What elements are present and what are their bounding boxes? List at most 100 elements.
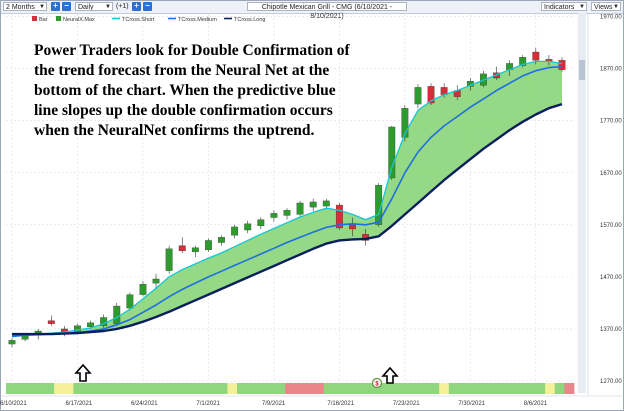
candle-body bbox=[270, 213, 278, 218]
chevron-down-icon: ▼ bbox=[105, 4, 111, 10]
neural-net-segment bbox=[487, 383, 498, 394]
x-tick-label: 6/10/2021 bbox=[0, 401, 27, 407]
neural-net-segment bbox=[429, 383, 440, 394]
candle-body bbox=[322, 200, 330, 207]
annotation-line: Power Traders look for Double Confirmati… bbox=[34, 42, 351, 59]
neural-net-segment bbox=[564, 383, 575, 394]
annotation-line: when the NeuralNet confirms the uptrend. bbox=[34, 122, 315, 139]
legend: Bar NeuralX.Max TCross.Short TCross.Medium T… bbox=[32, 16, 266, 23]
x-tick-label: 7/1/2021 bbox=[196, 401, 220, 407]
tcross-short-line bbox=[11, 60, 563, 338]
neural-net-segment bbox=[506, 383, 517, 394]
neural-net-segment bbox=[352, 383, 363, 394]
neural-net-segment bbox=[208, 383, 219, 394]
legend-label: NeuralX.Max bbox=[63, 17, 95, 23]
candle-up bbox=[139, 281, 147, 297]
neural-net-segment bbox=[44, 383, 55, 394]
zoom-out-button[interactable]: − bbox=[62, 2, 71, 11]
neural-net-segment bbox=[160, 383, 171, 394]
neural-net-segment bbox=[314, 383, 325, 394]
x-tick-label: 6/17/2021 bbox=[65, 401, 92, 407]
neural-net-segment bbox=[54, 383, 65, 394]
neural-net-segment bbox=[419, 383, 430, 394]
neural-net-segment bbox=[256, 383, 267, 394]
candle-up bbox=[165, 245, 173, 274]
neural-net-segment bbox=[439, 383, 450, 394]
offset-subtract-button[interactable]: − bbox=[143, 2, 152, 11]
candle-body bbox=[74, 325, 81, 333]
legend-item: NeuralX.Max bbox=[56, 16, 95, 23]
legend-label: TCross.Long bbox=[234, 17, 266, 23]
neural-net-segment bbox=[227, 383, 238, 394]
offset-add-button[interactable]: + bbox=[132, 2, 141, 11]
chevron-down-icon: ▼ bbox=[579, 4, 585, 10]
neural-net-segment bbox=[496, 383, 508, 394]
candle-up bbox=[113, 302, 121, 326]
chevron-down-icon: ▼ bbox=[613, 4, 619, 10]
neural-net-segment bbox=[63, 383, 74, 394]
candle-up bbox=[8, 338, 16, 348]
views-select[interactable]: Views ▼ bbox=[591, 2, 621, 11]
candle-up bbox=[388, 125, 396, 181]
neural-net-segment bbox=[294, 383, 305, 394]
period-select-label: 2 Months bbox=[6, 4, 35, 11]
candle-up bbox=[126, 292, 134, 311]
scrollbar-thumb[interactable] bbox=[579, 60, 585, 80]
candle-up bbox=[296, 200, 304, 217]
neural-net-segment bbox=[15, 383, 26, 394]
x-tick-label: 7/16/2021 bbox=[327, 401, 354, 407]
indicators-select[interactable]: Indicators ▼ bbox=[541, 2, 587, 11]
candle-down bbox=[558, 57, 566, 72]
candle-body bbox=[113, 305, 121, 324]
period-select[interactable]: 2 Months ▼ bbox=[3, 2, 47, 11]
y-tick-label: 1870.00 bbox=[600, 67, 622, 73]
candle-up bbox=[322, 198, 330, 210]
y-tick-label: 1470.00 bbox=[600, 275, 622, 281]
zoom-in-button[interactable]: + bbox=[51, 2, 60, 11]
x-axis: 6/10/2021 6/17/2021 6/24/2021 7/1/2021 7/9/2… bbox=[0, 62, 622, 407]
toolbar: 2 Months ▼ + − Daily ▼ (+1) + − Chipotle M… bbox=[1, 1, 623, 20]
neural-net-segment bbox=[25, 383, 36, 394]
legend-label: TCross.Medium bbox=[178, 17, 217, 23]
x-tick-label: 7/30/2021 bbox=[458, 401, 485, 407]
neural-net-segment bbox=[400, 383, 411, 394]
neural-net-segment bbox=[304, 383, 315, 394]
neural-net-segment bbox=[265, 383, 276, 394]
neural-net-segment bbox=[34, 383, 45, 394]
candle-body bbox=[558, 60, 566, 70]
neural-net-segment bbox=[525, 383, 536, 394]
annotation-text: Power Traders look for Double Confirmati… bbox=[34, 42, 351, 139]
neural-net-segment bbox=[150, 383, 161, 394]
candle-body bbox=[152, 278, 160, 284]
interval-select-label: Daily bbox=[78, 4, 94, 11]
neural-net-segment bbox=[285, 383, 296, 394]
candle-body bbox=[139, 284, 147, 295]
annotation-line: the trend forecast from the Neural Net a… bbox=[34, 62, 329, 79]
y-tick-label: 1770.00 bbox=[600, 119, 622, 125]
y-tick-label: 1670.00 bbox=[600, 171, 622, 177]
neural-net-segment bbox=[169, 383, 180, 394]
x-tick-label: 8/6/2021 bbox=[524, 401, 548, 407]
neural-net-segment bbox=[410, 383, 421, 394]
neural-net-segment bbox=[217, 383, 228, 394]
neural-net-segment bbox=[73, 383, 84, 394]
interval-select[interactable]: Daily ▼ bbox=[75, 2, 113, 11]
legend-label: TCross.Short bbox=[122, 17, 155, 23]
up-arrow-icon bbox=[381, 366, 399, 384]
candle-up bbox=[191, 245, 199, 258]
tcross-long-line bbox=[12, 102, 563, 336]
neural-net-segment bbox=[237, 383, 248, 394]
scrollbar[interactable] bbox=[578, 13, 586, 393]
neural-net-segment bbox=[140, 383, 151, 394]
event-marker-icon: $ bbox=[371, 377, 383, 389]
plus-icon: + bbox=[134, 1, 139, 10]
neural-net-segment bbox=[458, 383, 469, 394]
candle-up bbox=[414, 84, 422, 109]
neural-net-segment bbox=[333, 383, 344, 394]
legend-item: TCross.Long bbox=[224, 17, 266, 23]
x-tick-label: 6/24/2021 bbox=[131, 401, 158, 407]
candle-up bbox=[152, 273, 160, 290]
neural-net-segment bbox=[362, 383, 373, 394]
candle-body bbox=[244, 223, 252, 231]
candle-down bbox=[178, 237, 186, 253]
